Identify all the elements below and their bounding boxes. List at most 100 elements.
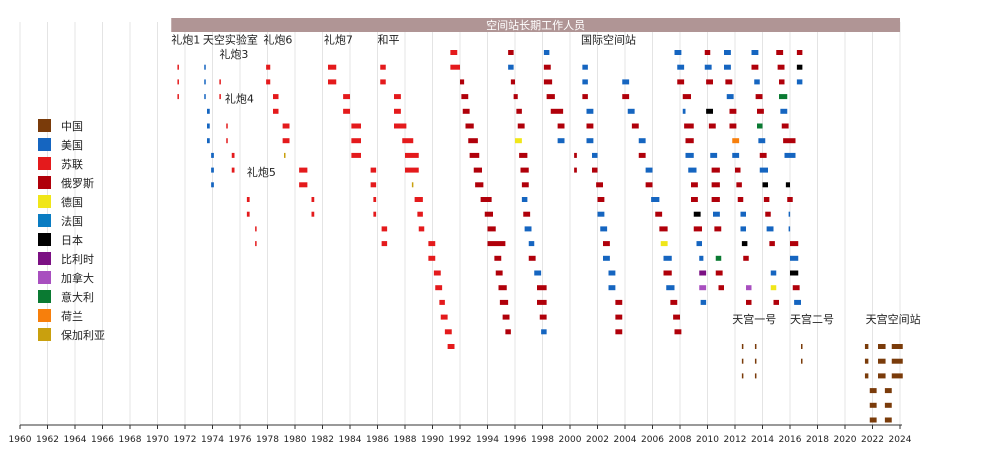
crew-bar (735, 167, 741, 173)
legend-swatch (38, 176, 51, 189)
x-tick-label: 2006 (641, 435, 664, 445)
legend-label: 苏联 (61, 157, 83, 171)
crew-bar (660, 241, 668, 247)
x-tick-label: 1976 (229, 435, 252, 445)
crew-bar (543, 79, 553, 85)
crew-bar (520, 167, 529, 173)
x-tick-label: 1998 (531, 435, 554, 445)
year-gridlines (19, 22, 901, 425)
crew-bar (543, 64, 551, 70)
crew-bar (517, 123, 525, 129)
crew-bar (891, 373, 903, 379)
crew-bar (718, 285, 724, 291)
crew-bar (537, 285, 547, 291)
crew-bar (622, 79, 630, 85)
legend-item: 中国 (38, 116, 105, 135)
crew-bar (754, 79, 760, 85)
crew-bar (521, 197, 528, 202)
crew-bar (543, 50, 550, 55)
crew-bar (765, 211, 771, 217)
crew-bar (394, 94, 401, 100)
crew-bar (411, 182, 414, 188)
crew-bar (394, 123, 407, 129)
crew-bar (461, 94, 469, 100)
crew-bar (691, 182, 698, 188)
crew-bar (740, 226, 746, 232)
x-tick-label: 1978 (256, 435, 279, 445)
crew-bar (677, 79, 685, 85)
crew-bar (311, 211, 315, 217)
legend-item: 法国 (38, 211, 105, 230)
legend-item: 德国 (38, 192, 105, 211)
crew-bar (343, 94, 350, 100)
x-tick-label: 1972 (174, 435, 197, 445)
crew-bar (796, 64, 803, 70)
crew-bar (769, 241, 775, 247)
crew-bar (557, 138, 565, 144)
x-tick-label: 1990 (421, 435, 444, 445)
crew-bar (586, 123, 594, 129)
crew-bar (505, 329, 511, 335)
crew-bar (684, 123, 694, 129)
crew-bar (754, 358, 757, 364)
crew-bar (746, 299, 752, 305)
x-tick-label: 1982 (311, 435, 334, 445)
crew-bar (586, 138, 594, 144)
crew-bar (732, 152, 740, 158)
crew-bar (211, 152, 214, 158)
crew-bar (715, 270, 723, 276)
legend-item: 加拿大 (38, 268, 105, 287)
crew-bar (663, 255, 672, 261)
crew-bar (724, 50, 731, 55)
crew-bar (380, 79, 386, 85)
station-label: 礼炮3 (219, 47, 248, 61)
crew-bar (615, 299, 623, 305)
crew-bar (207, 123, 210, 129)
crew-bar (516, 108, 522, 114)
crew-bar (433, 270, 441, 276)
legend-label: 保加利亚 (61, 328, 105, 342)
crew-bar (414, 197, 423, 202)
crew-bar (706, 79, 713, 85)
legend-swatch (38, 138, 51, 151)
crew-bar (699, 270, 707, 276)
crew-bar (725, 79, 733, 85)
crew-bar (796, 50, 803, 55)
x-tick-label: 2008 (669, 435, 692, 445)
legend: 中国 美国 苏联 俄罗斯 德国 法国 日本 比利时 加拿大 意大利 荷兰 保加利亚 (38, 116, 105, 344)
crew-bar (597, 197, 605, 202)
crew-bar (582, 94, 588, 100)
crew-bar (651, 197, 660, 202)
crew-bar (284, 152, 286, 158)
crew-bar (638, 152, 646, 158)
crew-bar (741, 358, 744, 364)
crew-bar (682, 94, 691, 100)
crew-bar (405, 152, 419, 158)
x-tick-label: 2012 (724, 435, 747, 445)
crew-bar (737, 197, 744, 202)
crew-bar (869, 388, 877, 394)
x-tick-label: 2000 (559, 435, 582, 445)
crew-bar (688, 167, 697, 173)
crew-bar (770, 285, 777, 291)
x-tick-label: 1964 (64, 435, 87, 445)
crew-bar (177, 64, 179, 70)
crew-bar (494, 255, 502, 261)
x-tick-label: 1988 (394, 435, 417, 445)
crew-bar (801, 344, 803, 349)
crew-bar (226, 138, 228, 144)
crew-bar (592, 152, 598, 158)
crew-bar (743, 255, 749, 261)
crew-bar (711, 182, 720, 188)
crew-bar (211, 182, 214, 188)
x-tick-label: 2016 (779, 435, 802, 445)
crew-bar (794, 299, 801, 305)
x-tick-label: 1992 (449, 435, 472, 445)
crew-bar (746, 285, 752, 291)
legend-item: 日本 (38, 230, 105, 249)
crew-bar (462, 108, 470, 114)
crew-bar (763, 197, 770, 202)
crew-bar (417, 211, 423, 217)
crew-bar (513, 94, 518, 100)
crew-bar (726, 94, 734, 100)
